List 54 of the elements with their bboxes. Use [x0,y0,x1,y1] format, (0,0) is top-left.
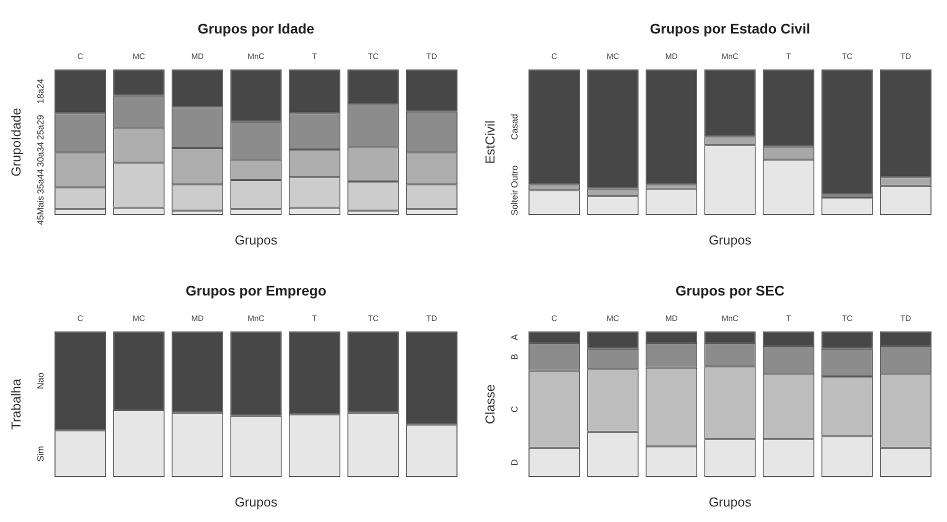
text: A [509,334,520,340]
chart-title: Grupos por Emprego [186,282,326,298]
x-tick-label: MnC [248,52,265,61]
text: Outro [509,165,520,188]
x-tick-label: C [551,52,558,61]
y-axis-title: Trabalha [8,378,24,430]
x-axis-title: Grupos [234,232,278,248]
text: Sim [35,446,46,462]
x-tick-label: C [77,314,84,323]
text: D [509,458,520,466]
text: B [509,354,520,360]
x-axis-title: Grupos [708,232,752,248]
text: Casad [509,114,520,140]
x-tick-label: TD [900,52,912,61]
x-tick-label: MD [191,314,204,323]
y-axis-title: GrupoIdade [8,108,24,177]
x-tick-label: T [312,52,318,61]
y-axis-title: EstCivil [482,120,498,164]
x-axis-title: Grupos [234,494,278,510]
x-tick-label: T [786,314,792,323]
x-tick-label: MC [606,314,620,323]
text: C [509,406,520,413]
text: 18a24 [35,78,46,104]
x-tick-label: TD [426,52,438,61]
x-tick-label: MC [606,52,620,61]
x-tick-label: TC [842,314,853,323]
x-tick-label: C [77,52,84,61]
chart-title: Grupos por Idade [198,20,315,36]
x-tick-label: TC [368,52,379,61]
x-tick-label: MnC [722,52,739,61]
text: 35a44 [35,168,46,194]
text: Solteir [509,190,520,216]
x-tick-label: C [551,314,558,323]
text: 30a34 [35,142,46,167]
x-tick-label: MD [191,52,204,61]
x-tick-label: T [786,52,792,61]
x-tick-label: TC [368,314,379,323]
text: Nao [35,372,46,390]
x-tick-label: TD [426,314,438,323]
x-tick-label: TD [900,314,912,323]
chart-title: Grupos por Estado Civil [650,20,810,36]
x-tick-label: MnC [248,314,265,323]
chart-title: Grupos por SEC [676,282,784,298]
y-axis-title: Classe [482,384,498,424]
x-tick-label: MC [132,52,146,61]
x-axis-title: Grupos [708,494,752,510]
x-tick-label: MD [665,52,678,61]
x-tick-label: T [312,314,318,323]
x-tick-label: MnC [722,314,739,323]
x-tick-label: MD [665,314,678,323]
x-tick-label: TC [842,52,853,61]
x-tick-label: MC [132,314,146,323]
text: 45Mais [35,195,46,225]
text: 25a29 [35,114,46,140]
